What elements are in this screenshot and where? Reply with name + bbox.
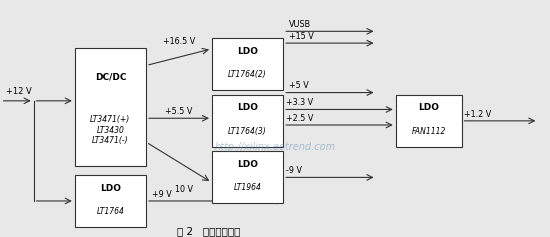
Text: +2.5 V: +2.5 V [286,114,313,123]
Text: 10 V: 10 V [175,185,194,194]
Text: LDO: LDO [237,103,258,112]
Text: 图 2   电源变换过程: 图 2 电源变换过程 [178,226,241,236]
Text: LT3471(+)
LT3430
LT3471(-): LT3471(+) LT3430 LT3471(-) [90,115,130,145]
Text: LDO: LDO [237,160,258,169]
Text: +9 V: +9 V [152,190,171,199]
Text: FAN1112: FAN1112 [411,127,446,136]
Text: LT1764: LT1764 [96,207,124,216]
Text: LDO: LDO [237,47,258,56]
Text: +5 V: +5 V [289,81,309,90]
FancyBboxPatch shape [212,38,283,90]
Text: LDO: LDO [418,103,439,112]
Text: +15 V: +15 V [289,32,313,41]
FancyBboxPatch shape [212,151,283,203]
Text: DC/DC: DC/DC [95,73,126,82]
Text: +5.5 V: +5.5 V [166,107,192,116]
FancyBboxPatch shape [212,95,283,147]
FancyBboxPatch shape [75,48,146,166]
Text: +12 V: +12 V [6,87,32,96]
FancyBboxPatch shape [75,175,146,227]
Text: +16.5 V: +16.5 V [163,37,195,46]
Text: -9 V: -9 V [286,166,302,175]
Text: LDO: LDO [100,183,121,192]
Text: LT1964: LT1964 [234,183,261,192]
Text: http://xilinx.eetrend.com: http://xilinx.eetrend.com [214,142,336,152]
Text: LT1764(3): LT1764(3) [228,127,267,136]
Text: +3.3 V: +3.3 V [286,98,313,107]
FancyBboxPatch shape [395,95,461,147]
Text: LT1764(2): LT1764(2) [228,70,267,79]
Text: VUSB: VUSB [289,20,311,29]
Text: +1.2 V: +1.2 V [464,109,492,118]
